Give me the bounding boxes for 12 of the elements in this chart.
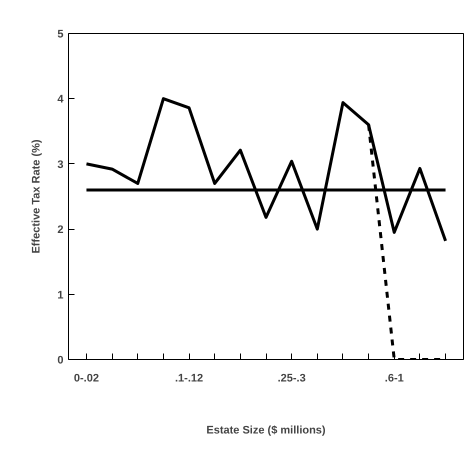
y-tick-label: 5 — [57, 28, 64, 40]
y-tick-label: 0 — [57, 354, 64, 366]
x-axis-title: Estate Size ($ millions) — [206, 424, 326, 436]
y-axis-title: Effective Tax Rate (%) — [30, 139, 42, 254]
x-tick-label: .25-.3 — [278, 372, 306, 384]
y-tick-label: 3 — [57, 158, 64, 171]
y-tick-label: 2 — [57, 224, 64, 236]
x-tick-label: .6-1 — [384, 372, 404, 384]
x-tick-label: 0-.02 — [74, 372, 99, 384]
y-tick-label: 4 — [57, 94, 64, 106]
x-tick-label: .1-.12 — [174, 372, 204, 384]
y-tick-label: 1 — [57, 289, 64, 302]
